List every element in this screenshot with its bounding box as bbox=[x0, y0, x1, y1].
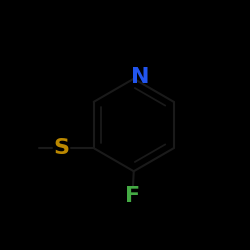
Text: N: N bbox=[131, 68, 149, 87]
Text: F: F bbox=[125, 186, 140, 206]
Text: S: S bbox=[53, 138, 69, 158]
